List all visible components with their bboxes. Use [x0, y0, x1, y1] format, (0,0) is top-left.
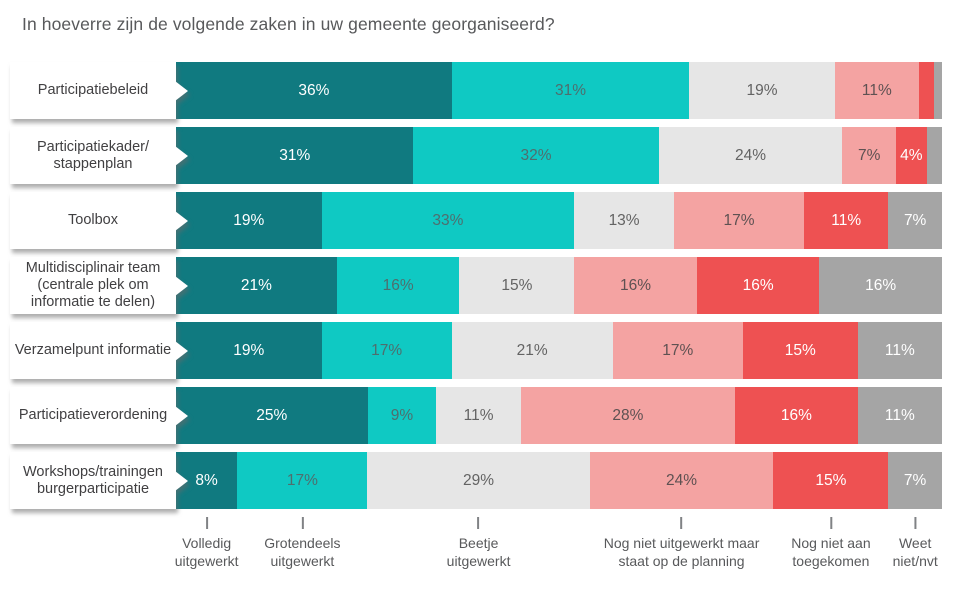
- bar-segment: 19%: [176, 192, 322, 249]
- table-row: Workshops/trainingen burgerparticipatie 8…: [10, 452, 942, 509]
- legend-item: Volledig uitgewerkt: [175, 517, 239, 570]
- bar-segment: 29%: [367, 452, 590, 509]
- bar-segment: 16%: [336, 257, 460, 314]
- bar-segment: 17%: [321, 322, 452, 379]
- stacked-bar: 36% 31% 19% 11%: [176, 62, 942, 119]
- category-label: Toolbox: [10, 192, 188, 249]
- stacked-bar: 19% 17% 21% 17% 15% 11%: [176, 322, 942, 379]
- stacked-bar-chart: Participatiebeleid 36% 31% 19% 11% Participat…: [10, 62, 942, 509]
- bar-segment: 15%: [773, 452, 889, 509]
- bar-segment: 21%: [176, 257, 337, 314]
- stacked-bar: 8% 17% 29% 24% 15% 7%: [176, 452, 942, 509]
- table-row: Multidisciplinair team (centrale plek om…: [10, 257, 942, 314]
- legend-label: Volledig uitgewerkt: [174, 535, 239, 569]
- legend-item: Weet niet/nvt: [893, 517, 938, 570]
- bar-segment: 9%: [367, 387, 437, 444]
- stacked-bar: 21% 16% 15% 16% 16% 16%: [176, 257, 942, 314]
- bar-segment: [918, 62, 935, 119]
- category-label: Verzamelpunt informatie: [10, 322, 188, 379]
- legend-item: Nog niet uitgewerkt maar staat op de pla…: [603, 517, 760, 570]
- bar-segment: 13%: [574, 192, 674, 249]
- legend-tick: [829, 517, 832, 529]
- legend-item: Grotendeels uitgewerkt: [264, 517, 341, 570]
- legend-tick: [914, 517, 917, 529]
- bar-segment: 24%: [658, 127, 843, 184]
- bar-segment: 17%: [673, 192, 805, 249]
- table-row: Verzamelpunt informatie 19% 17% 21% 17% 15% 11…: [10, 322, 942, 379]
- category-label: Multidisciplinair team (centrale plek om…: [10, 257, 188, 314]
- bar-segment: 33%: [321, 192, 575, 249]
- bar-segment: 15%: [742, 322, 858, 379]
- legend-label: Weet niet/nvt: [892, 535, 938, 569]
- bar-segment: 11%: [857, 387, 942, 444]
- bar-segment: 17%: [237, 452, 368, 509]
- bar-segment: 17%: [612, 322, 743, 379]
- bar-segment: 28%: [520, 387, 736, 444]
- bar-segment: 36%: [176, 62, 452, 119]
- bar-segment: 11%: [834, 62, 919, 119]
- category-label: Participatieverordening: [10, 387, 188, 444]
- bar-segment: 15%: [459, 257, 575, 314]
- legend-item: Nog niet aan toegekomen: [791, 517, 871, 570]
- category-label: Participatiekader/ stappenplan: [10, 127, 188, 184]
- bar-segment: 25%: [176, 387, 368, 444]
- legend-tick: [680, 517, 683, 529]
- bar-segment: 16%: [819, 257, 942, 314]
- bar-segment: 16%: [574, 257, 697, 314]
- legend-label: Beetje uitgewerkt: [446, 535, 511, 569]
- legend-tick: [477, 517, 480, 529]
- bar-segment: 19%: [689, 62, 835, 119]
- bar-segment: 19%: [176, 322, 322, 379]
- bar-segment: 7%: [888, 452, 942, 509]
- bar-segment: [934, 62, 942, 119]
- category-label: Participatiebeleid: [10, 62, 188, 119]
- stacked-bar: 31% 32% 24% 7% 4%: [176, 127, 942, 184]
- bar-segment: 7%: [842, 127, 896, 184]
- bar-segment: 11%: [857, 322, 942, 379]
- bar-segment: 4%: [896, 127, 927, 184]
- stacked-bar: 19% 33% 13% 17% 11% 7%: [176, 192, 942, 249]
- legend: Volledig uitgewerkt Grotendeels uitgewerk…: [175, 517, 942, 589]
- bar-segment: 11%: [436, 387, 521, 444]
- table-row: Participatiekader/ stappenplan 31% 32% 24% 7…: [10, 127, 942, 184]
- bar-segment: [926, 127, 942, 184]
- legend-label: Nog niet aan toegekomen: [791, 535, 871, 569]
- bar-segment: 24%: [589, 452, 774, 509]
- chart-title: In hoeverre zijn de volgende zaken in uw…: [22, 14, 555, 34]
- legend-tick: [205, 517, 208, 529]
- table-row: Participatieverordening 25% 9% 11% 28% 16% 11%: [10, 387, 942, 444]
- legend-item: Beetje uitgewerkt: [446, 517, 511, 570]
- table-row: Toolbox 19% 33% 13% 17% 11% 7%: [10, 192, 942, 249]
- bar-segment: 11%: [804, 192, 889, 249]
- bar-segment: 7%: [888, 192, 942, 249]
- table-row: Participatiebeleid 36% 31% 19% 11%: [10, 62, 942, 119]
- bar-segment: 21%: [451, 322, 613, 379]
- bar-segment: 16%: [735, 387, 858, 444]
- bar-segment: 31%: [451, 62, 690, 119]
- legend-tick: [301, 517, 304, 529]
- stacked-bar: 25% 9% 11% 28% 16% 11%: [176, 387, 942, 444]
- category-label: Workshops/trainingen burgerparticipatie: [10, 452, 188, 509]
- legend-label: Grotendeels uitgewerkt: [264, 535, 341, 569]
- legend-label: Nog niet uitgewerkt maar staat op de pla…: [603, 535, 760, 569]
- bar-segment: 32%: [413, 127, 659, 184]
- bar-segment: 16%: [696, 257, 820, 314]
- bar-segment: 31%: [176, 127, 414, 184]
